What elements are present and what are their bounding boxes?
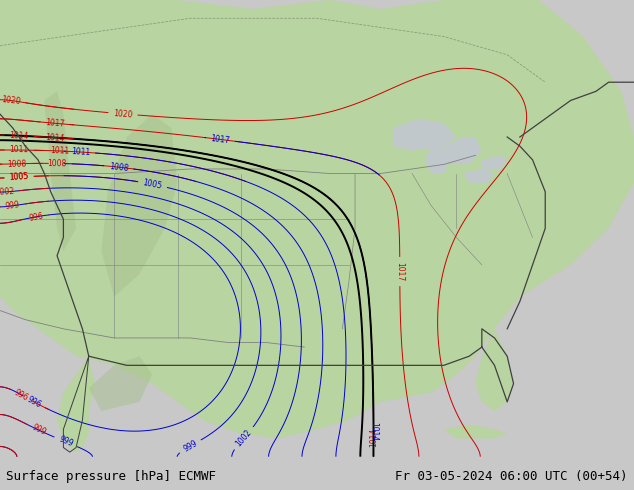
Text: 1011: 1011 [71, 147, 91, 157]
Text: 1017: 1017 [210, 134, 231, 145]
Polygon shape [101, 114, 178, 297]
Text: 999: 999 [5, 200, 20, 211]
Text: 1014: 1014 [369, 422, 378, 441]
Text: 1014: 1014 [10, 131, 29, 141]
Text: 1011: 1011 [10, 146, 29, 155]
Text: 996: 996 [25, 394, 42, 410]
Text: 1008: 1008 [7, 159, 27, 169]
Text: 999: 999 [57, 435, 74, 449]
Polygon shape [482, 155, 507, 169]
Text: 1005: 1005 [9, 172, 29, 182]
Text: 1005: 1005 [142, 178, 163, 191]
Text: 1005: 1005 [9, 172, 29, 182]
Text: 996: 996 [28, 211, 44, 222]
Text: 1020: 1020 [113, 109, 133, 119]
Text: Surface pressure [hPa] ECMWF: Surface pressure [hPa] ECMWF [6, 469, 216, 483]
Text: 1020: 1020 [1, 95, 21, 106]
Text: 1017: 1017 [395, 262, 404, 281]
Polygon shape [444, 137, 482, 165]
Polygon shape [0, 0, 634, 439]
Polygon shape [89, 356, 152, 411]
Polygon shape [463, 169, 495, 183]
Polygon shape [44, 91, 76, 251]
Polygon shape [476, 329, 514, 411]
Text: Fr 03-05-2024 06:00 UTC (00+54): Fr 03-05-2024 06:00 UTC (00+54) [395, 469, 628, 483]
Text: 1014: 1014 [369, 428, 378, 447]
Polygon shape [393, 119, 456, 151]
Text: 1014: 1014 [45, 133, 65, 143]
Text: 1002: 1002 [234, 428, 254, 448]
Text: 1011: 1011 [49, 146, 69, 156]
Text: 996: 996 [13, 388, 30, 402]
Text: 1002: 1002 [0, 187, 14, 197]
Text: 1008: 1008 [108, 162, 129, 172]
Text: 999: 999 [30, 423, 48, 438]
Text: 1008: 1008 [48, 159, 67, 168]
Text: 999: 999 [181, 439, 198, 454]
Polygon shape [444, 425, 507, 439]
Polygon shape [425, 146, 450, 173]
Text: 1017: 1017 [45, 118, 65, 128]
Polygon shape [57, 356, 95, 452]
